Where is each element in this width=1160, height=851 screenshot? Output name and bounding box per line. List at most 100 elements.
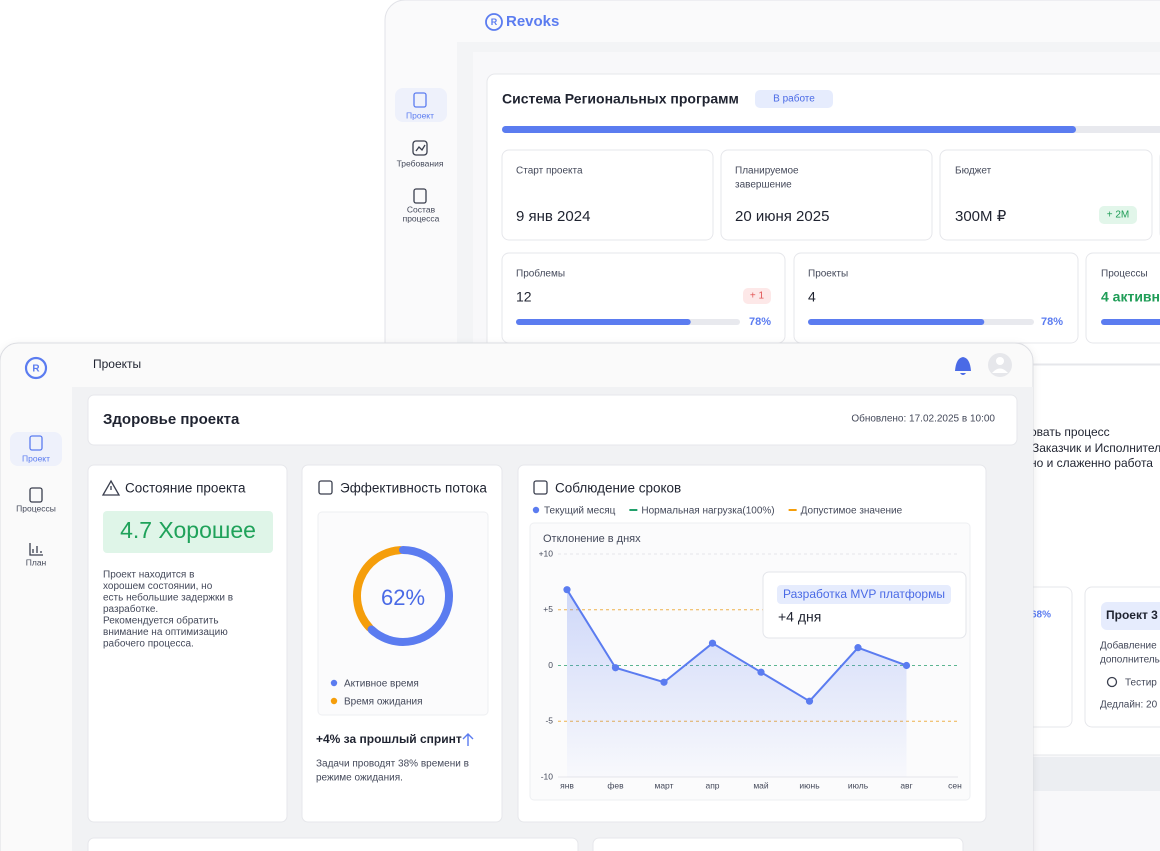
y-tick-label: -10 bbox=[541, 771, 554, 781]
nav-label: процесса bbox=[403, 213, 440, 223]
score: 4.7 Хорошее bbox=[120, 517, 256, 543]
side-text: овать процесс bbox=[1030, 425, 1110, 439]
nav-item[interactable]: Состав процесса bbox=[403, 188, 440, 223]
metric-card bbox=[501, 252, 786, 344]
state-title: Состояние проекта bbox=[125, 481, 246, 496]
brand-logo bbox=[485, 13, 503, 31]
nav-label: Процессы bbox=[16, 503, 56, 513]
project-line: Добавление bbox=[1100, 640, 1157, 652]
legend-label: Текущий месяц bbox=[544, 506, 616, 517]
tooltip bbox=[762, 571, 967, 639]
bottom-card bbox=[87, 837, 579, 851]
nav-item[interactable]: Требования bbox=[397, 140, 444, 168]
metric-badge bbox=[743, 288, 771, 304]
project-badge-text: Проект 3 bbox=[1106, 608, 1158, 622]
donut-rest bbox=[353, 546, 405, 632]
up-arrow bbox=[462, 733, 474, 746]
metric-fill bbox=[516, 319, 691, 325]
stat-value: 20 июня 2025 bbox=[735, 208, 829, 225]
metric-label: Проекты bbox=[808, 269, 848, 280]
brand: Revoks bbox=[506, 13, 559, 30]
x-tick-label: март bbox=[654, 780, 673, 790]
progress-fill bbox=[502, 126, 1076, 133]
nav-item[interactable]: Проект bbox=[406, 92, 434, 120]
avatar-head bbox=[996, 357, 1004, 365]
flow-legend: Активное время Время ожидания bbox=[330, 679, 423, 708]
x-tick-label: июнь bbox=[799, 780, 820, 790]
metric-fill bbox=[1101, 319, 1160, 325]
y-tick-label: 0 bbox=[548, 660, 553, 670]
tooltip-badge bbox=[777, 585, 951, 604]
legend-dot bbox=[532, 506, 540, 514]
x-tick-label: авг bbox=[900, 780, 912, 790]
logo-letter: R bbox=[32, 364, 40, 375]
state-description-line: Проект находится в bbox=[103, 570, 194, 581]
stat-badge-text: + 2М bbox=[1107, 210, 1130, 221]
y-tick-label: +5 bbox=[543, 604, 553, 614]
line bbox=[566, 589, 907, 703]
donut bbox=[353, 546, 453, 646]
health-header bbox=[87, 394, 1018, 446]
metric-percent: 78% bbox=[1041, 316, 1063, 328]
metric-value: 12 bbox=[516, 289, 532, 305]
metric-badge-text: + 1 bbox=[750, 291, 765, 302]
nav-label: Проект bbox=[406, 110, 434, 120]
stat-value: 9 янв 2024 bbox=[516, 208, 590, 225]
nav-item[interactable]: План bbox=[26, 543, 47, 567]
status-badge bbox=[755, 90, 833, 108]
legend-dot bbox=[330, 679, 338, 687]
tooltip-text: +4 дня bbox=[778, 609, 821, 625]
stat-card bbox=[720, 149, 933, 241]
nav-label: План bbox=[26, 557, 47, 567]
stat-value: 300М ₽ bbox=[955, 208, 1007, 225]
side-percent: 68% bbox=[1031, 610, 1051, 621]
metric-value: 4 активн bbox=[1101, 289, 1160, 305]
task-icon bbox=[1106, 676, 1118, 688]
health-title: Здоровье проекта bbox=[103, 411, 240, 428]
legend-label: Нормальная нагрузка(100%) bbox=[641, 506, 774, 517]
nav-icon bbox=[412, 140, 428, 156]
status-text: В работе bbox=[773, 93, 815, 105]
nav-icon bbox=[29, 543, 43, 556]
nav-label: Требования bbox=[397, 158, 444, 168]
nav-label: Проект bbox=[22, 453, 50, 463]
point bbox=[563, 586, 571, 594]
flow-note: режиме ожидания. bbox=[316, 773, 403, 784]
metric-percent: 78% bbox=[749, 316, 771, 328]
nav-active-bg bbox=[395, 88, 447, 122]
project-task: Тестир bbox=[1125, 678, 1157, 689]
calendar-icon bbox=[318, 480, 333, 495]
brand-logo-letter: R bbox=[491, 17, 498, 27]
nav-icon bbox=[415, 144, 426, 152]
x-tick-label: май bbox=[753, 780, 769, 790]
avatar-body bbox=[992, 368, 1008, 373]
nav-icon bbox=[29, 435, 43, 451]
nav-icon bbox=[29, 487, 43, 503]
x-tick-label: апр bbox=[705, 780, 719, 790]
calendar-icon bbox=[533, 480, 548, 495]
stat-label: Планируемое bbox=[735, 166, 799, 177]
bell-icon[interactable] bbox=[955, 357, 971, 375]
nav-item[interactable]: Проект bbox=[22, 435, 50, 463]
bottom-card bbox=[592, 837, 964, 851]
donut-value bbox=[367, 546, 453, 646]
point bbox=[708, 639, 717, 647]
donut-box bbox=[317, 511, 489, 716]
metric-card bbox=[793, 252, 1079, 344]
point bbox=[660, 678, 668, 686]
x-tick-label: июль bbox=[848, 780, 869, 790]
state-description-line: есть небольшие задержки в bbox=[103, 592, 233, 604]
tooltip-title: Разработка MVP платформы bbox=[783, 587, 945, 601]
x-tick-label: янв bbox=[560, 780, 574, 790]
side-text: Заказчик и Исполнител bbox=[1032, 441, 1160, 455]
point bbox=[854, 644, 862, 652]
x-tick-label: сен bbox=[948, 780, 962, 790]
legend-dot bbox=[330, 697, 338, 705]
flow-title: Эффективность потока bbox=[340, 481, 487, 496]
point bbox=[805, 697, 814, 705]
stat-label: завершение bbox=[735, 180, 792, 191]
nav-item[interactable]: Процессы bbox=[16, 487, 56, 513]
state-description-line: рабочего процесса. bbox=[103, 638, 194, 650]
